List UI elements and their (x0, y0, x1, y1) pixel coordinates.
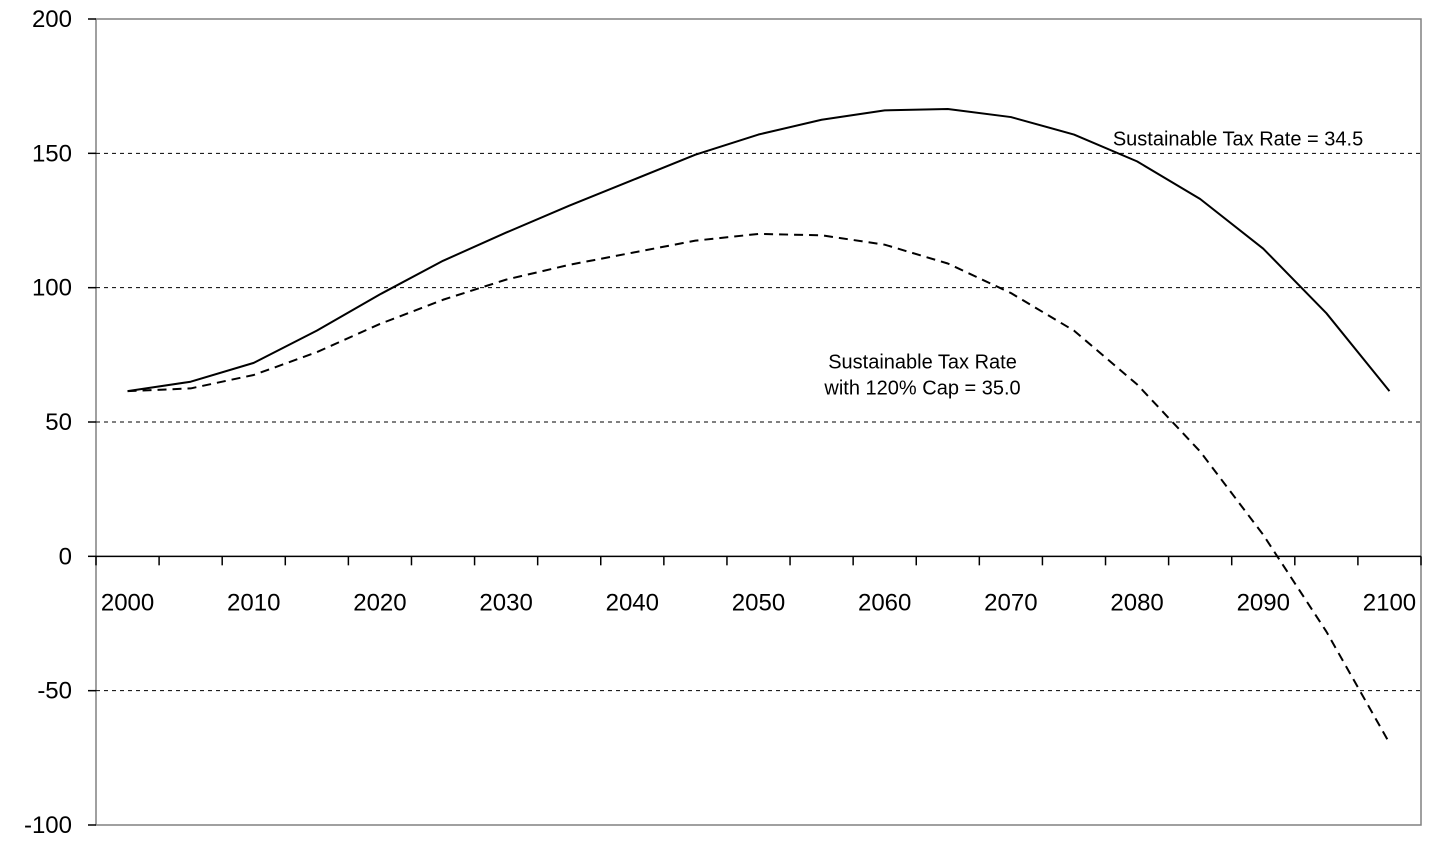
x-tick-label: 2100 (1363, 589, 1416, 616)
y-tick-label: 100 (32, 275, 72, 302)
annotation-line: Sustainable Tax Rate = 34.5 (1113, 128, 1363, 150)
x-tick-label: 2040 (606, 589, 659, 616)
y-tick-label: 150 (32, 140, 72, 167)
y-tick-label: 0 (59, 543, 72, 570)
x-tick-label: 2010 (227, 589, 280, 616)
x-tick-label: 2020 (353, 589, 406, 616)
annotation-0: Sustainable Tax Rate = 34.5 (1113, 128, 1363, 150)
annotation-line: Sustainable Tax Rate (828, 351, 1017, 373)
y-tick-label: -50 (37, 678, 72, 705)
x-tick-label: 2060 (858, 589, 911, 616)
x-tick-label: 2080 (1110, 589, 1163, 616)
y-tick-label: 50 (45, 409, 72, 436)
x-tick-label: 2090 (1237, 589, 1290, 616)
y-tick-label: -100 (24, 812, 72, 839)
series-line-dashed (127, 232, 1391, 744)
y-tick-label: 200 (32, 6, 72, 33)
series-line-solid (127, 108, 1391, 393)
x-tick-label: 2070 (984, 589, 1037, 616)
x-tick-label: 2050 (732, 589, 785, 616)
x-tick-label: 2030 (479, 589, 532, 616)
x-tick-label: 2000 (101, 589, 154, 616)
annotation-line: with 120% Cap = 35.0 (823, 377, 1020, 399)
annotation-1: Sustainable Tax Rate with 120% Cap = 35.0 (823, 351, 1020, 399)
